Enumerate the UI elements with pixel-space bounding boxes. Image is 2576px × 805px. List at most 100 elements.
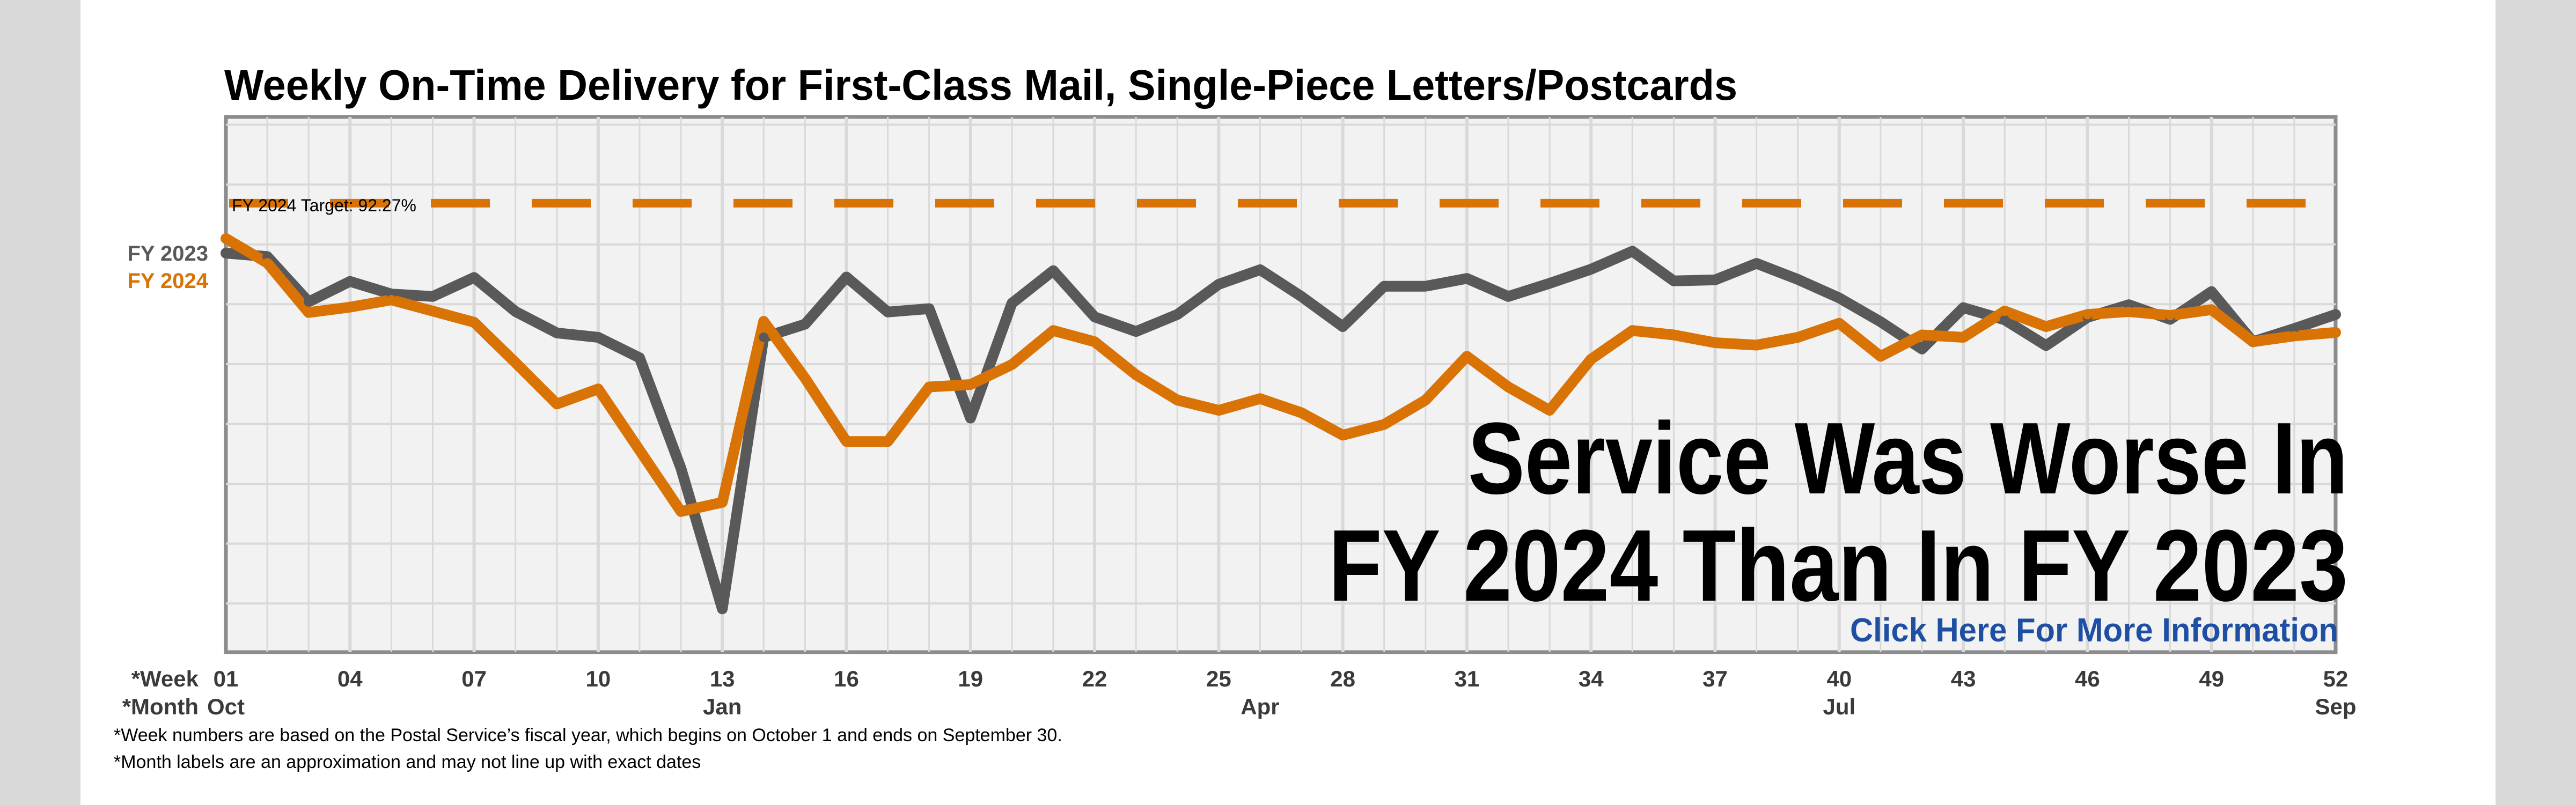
point-fy2023-week-26 [1255,264,1265,275]
target-label: FY 2024 Target: 92.27% [232,196,416,215]
point-fy2023-week-51 [2289,323,2299,334]
week-tick-01: 01 [214,666,239,691]
point-fy2024-week-17 [883,437,893,447]
point-fy2024-week-35 [1627,326,1638,336]
week-tick-04: 04 [337,666,363,691]
week-tick-22: 22 [1082,666,1107,691]
week-tick-28: 28 [1330,666,1355,691]
point-fy2024-week-4 [345,302,355,312]
point-fy2023-week-17 [883,307,893,317]
point-fy2024-week-42 [1917,330,1927,340]
point-fy2024-week-48 [2165,311,2175,321]
point-fy2024-week-38 [1751,340,1762,350]
point-fy2024-week-13 [717,497,728,507]
series-line-fy2023 [221,246,2341,615]
month-axis-label: *Month [122,694,199,719]
point-fy2024-week-3 [304,307,314,317]
week-tick-07: 07 [461,666,487,691]
more-info-link[interactable]: Click Here For More Information [1850,612,2338,649]
point-fy2024-week-33 [1545,405,1555,416]
week-tick-13: 13 [710,666,735,691]
point-fy2023-week-31 [1462,274,1472,284]
point-fy2023-week-7 [469,272,479,283]
point-fy2023-week-37 [1710,275,1720,285]
point-fy2024-week-47 [2124,306,2134,316]
footnote-month: *Month labels are an approximation and m… [114,752,701,772]
point-fy2023-week-1 [221,248,231,259]
point-fy2023-week-19 [965,413,975,423]
headline-line-1: Service Was Worse In [1468,402,2348,515]
point-fy2024-week-15 [800,373,810,383]
point-fy2023-week-8 [510,306,520,316]
point-fy2024-week-23 [1131,370,1141,380]
point-fy2024-week-39 [1793,332,1803,342]
point-fy2024-week-44 [2000,306,2010,316]
point-fy2023-week-45 [2041,341,2051,351]
point-fy2024-week-51 [2289,331,2299,341]
week-tick-16: 16 [834,666,859,691]
point-fy2023-week-28 [1338,322,1348,332]
series-points-fy2024 [221,233,2340,516]
point-fy2023-week-42 [1917,344,1927,354]
month-tick-oct: Oct [207,694,245,719]
point-fy2023-week-14 [759,332,769,342]
point-fy2023-week-20 [1007,298,1017,308]
point-fy2024-week-12 [676,506,686,516]
point-fy2023-week-3 [304,297,314,307]
week-tick-34: 34 [1579,666,1604,691]
point-fy2024-week-25 [1214,405,1224,416]
point-fy2024-week-30 [1420,395,1430,405]
week-tick-19: 19 [958,666,983,691]
week-tick-31: 31 [1455,666,1480,691]
point-fy2023-week-30 [1420,281,1430,291]
week-tick-40: 40 [1826,666,1852,691]
point-fy2023-week-10 [593,332,603,342]
series-line-fy2024 [221,233,2341,517]
footnote-week: *Week numbers are based on the Postal Se… [114,725,1062,745]
month-tick-jul: Jul [1823,694,1855,719]
month-tick-jan: Jan [703,694,742,719]
month-tick-sep: Sep [2315,694,2356,719]
point-fy2024-week-22 [1090,337,1100,347]
point-fy2023-week-6 [428,291,438,301]
point-fy2024-week-8 [510,358,520,368]
point-fy2024-week-18 [924,382,934,392]
point-fy2024-week-20 [1007,359,1017,370]
point-fy2023-week-13 [717,604,728,614]
point-fy2024-week-6 [428,306,438,316]
point-fy2023-week-38 [1751,259,1762,269]
point-fy2023-week-23 [1131,327,1141,337]
week-tick-43: 43 [1951,666,1976,691]
point-fy2023-week-32 [1503,291,1514,301]
point-fy2024-week-45 [2041,322,2051,332]
point-fy2024-week-27 [1296,408,1307,418]
point-fy2023-week-9 [552,328,562,338]
point-fy2023-week-11 [634,353,644,363]
point-fy2024-week-26 [1255,394,1265,404]
point-fy2023-week-16 [841,272,852,282]
point-fy2024-week-41 [1875,351,1885,361]
point-fy2024-week-36 [1669,330,1679,340]
point-fy2023-week-27 [1296,291,1307,301]
legend-fy2024: FY 2024 [128,269,209,293]
point-fy2024-week-10 [593,384,603,394]
point-fy2024-week-50 [2248,337,2258,347]
point-fy2024-week-7 [469,317,479,327]
point-fy2024-week-28 [1338,430,1348,440]
point-fy2023-week-21 [1048,265,1058,276]
point-fy2023-week-29 [1379,281,1389,291]
point-fy2024-week-34 [1586,354,1596,364]
point-fy2024-week-9 [552,399,562,409]
point-fy2024-week-1 [221,233,231,243]
point-fy2024-week-5 [386,295,397,305]
point-fy2023-week-52 [2331,309,2340,320]
month-tick-apr: Apr [1241,694,1279,719]
point-fy2023-week-47 [2124,300,2134,310]
point-fy2024-week-49 [2206,305,2217,315]
point-fy2023-week-49 [2206,286,2217,297]
week-tick-49: 49 [2199,666,2224,691]
point-fy2023-week-34 [1586,264,1596,274]
point-fy2023-week-35 [1627,246,1638,256]
